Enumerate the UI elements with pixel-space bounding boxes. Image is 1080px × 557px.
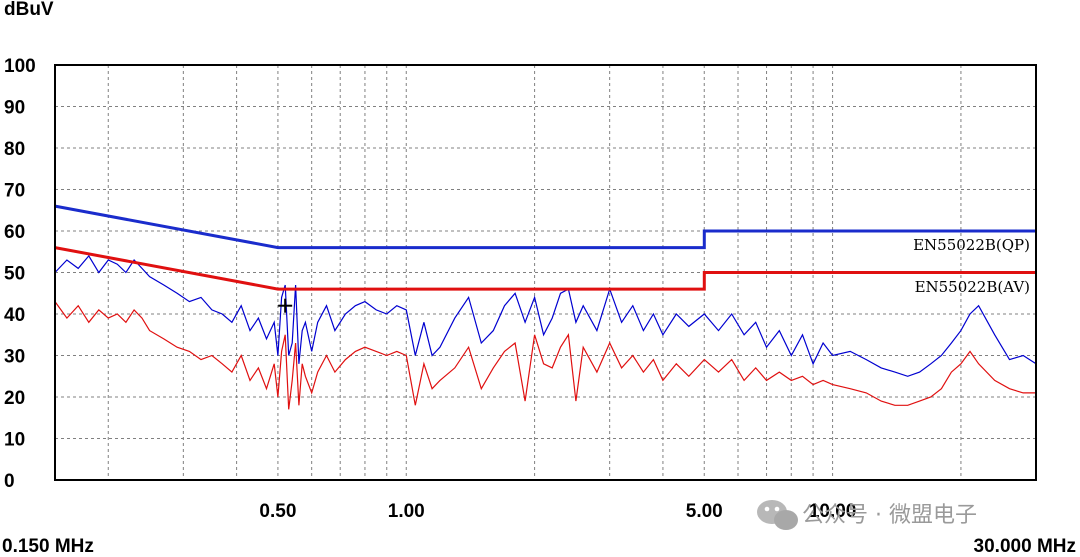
x-tick-label: 10.00 <box>809 501 857 522</box>
y-tick-label: 100 <box>4 56 36 77</box>
wechat-icon <box>757 500 798 530</box>
av-limit-label: EN55022B(AV) <box>915 278 1030 296</box>
x-tick-label: 1.00 <box>388 501 425 522</box>
y-tick-label: 60 <box>4 222 25 243</box>
x-tick-label: 5.00 <box>686 501 723 522</box>
limit-line-av <box>54 246 1036 291</box>
y-tick-label: 90 <box>4 98 25 119</box>
plot-frame <box>54 64 1037 481</box>
y-tick-label: 40 <box>4 305 25 326</box>
y-tick-label: 20 <box>4 388 25 409</box>
series-layer <box>54 204 1037 410</box>
x-axis-min-label: 0.150 MHz <box>2 536 94 557</box>
x-tick-labels: 0.50 1.00 5.00 10.00 <box>259 501 856 522</box>
measurement-trace-blue <box>54 254 1037 377</box>
watermark: 公众号 · 微盟电子 <box>757 500 977 530</box>
y-tick-label: 0 <box>4 471 15 492</box>
qp-limit-label: EN55022B(QP) <box>913 236 1030 254</box>
y-tick-label: 50 <box>4 264 25 285</box>
y-axis-unit: dBuV <box>4 0 54 20</box>
x-tick-label: 0.50 <box>259 501 296 522</box>
y-tick-label: 70 <box>4 181 25 202</box>
y-tick-label: 80 <box>4 139 25 160</box>
x-axis-max-label: 30.000 MHz <box>974 536 1076 557</box>
marker-cross <box>278 298 293 313</box>
y-tick-label: 10 <box>4 430 25 451</box>
measurement-trace-red <box>54 301 1036 410</box>
limit-line-qp <box>54 204 1036 250</box>
y-tick-label: 30 <box>4 347 25 368</box>
y-tick-labels: 0 10 20 30 40 50 60 70 80 90 100 <box>4 56 36 492</box>
watermark-text: 公众号 · 微盟电子 <box>802 503 977 528</box>
